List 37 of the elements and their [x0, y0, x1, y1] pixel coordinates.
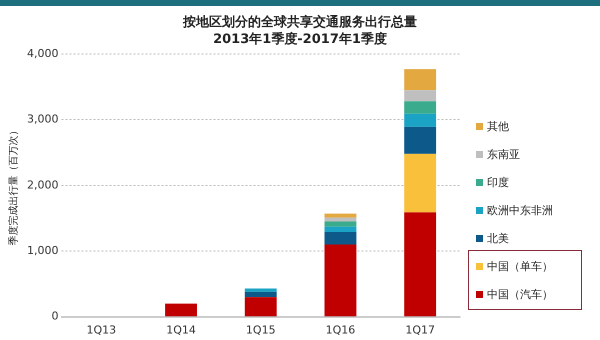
bar	[404, 212, 436, 316]
bar	[324, 218, 356, 222]
bar	[244, 292, 277, 298]
legend-label: 印度	[487, 174, 509, 190]
y-tick-label: 2,000	[26, 178, 58, 192]
chart-subtitle: 2013年1季度-2017年1季度	[212, 31, 388, 48]
x-tick-label: 1Q15	[246, 323, 276, 336]
bar	[324, 214, 356, 218]
x-tick-label: 1Q13	[86, 323, 116, 336]
bar	[324, 244, 356, 316]
bar	[404, 69, 436, 90]
legend-label: 中国（汽车）	[487, 286, 553, 302]
bar	[165, 304, 197, 316]
x-tick-label: 1Q16	[326, 323, 356, 336]
x-tick-label: 1Q14	[166, 323, 196, 336]
bar	[404, 90, 436, 102]
bar	[324, 232, 356, 245]
bar	[244, 297, 277, 316]
y-tick-label: 4,000	[26, 46, 58, 60]
x-tick-label: 1Q17	[405, 323, 435, 336]
legend-label: 欧洲中东非洲	[487, 202, 553, 218]
bar	[404, 101, 436, 114]
y-tick-label: 1,000	[26, 244, 58, 257]
legend-label: 中国（单车）	[487, 258, 553, 274]
legend-label: 其他	[487, 118, 509, 134]
bar	[324, 226, 356, 232]
bar	[404, 154, 436, 212]
legend-label: 东南亚	[487, 146, 520, 162]
bar	[404, 114, 436, 127]
bar	[404, 126, 436, 154]
bar	[324, 222, 356, 227]
chart-title: 按地区划分的全球共享交通服务出行总量	[182, 14, 418, 31]
bar	[244, 288, 277, 292]
y-tick-label: 0	[51, 310, 58, 323]
legend-label: 北美	[487, 230, 509, 246]
y-axis-title: 季度完成出行量（百万次）	[8, 125, 20, 246]
y-tick-label: 3,000	[26, 112, 58, 126]
